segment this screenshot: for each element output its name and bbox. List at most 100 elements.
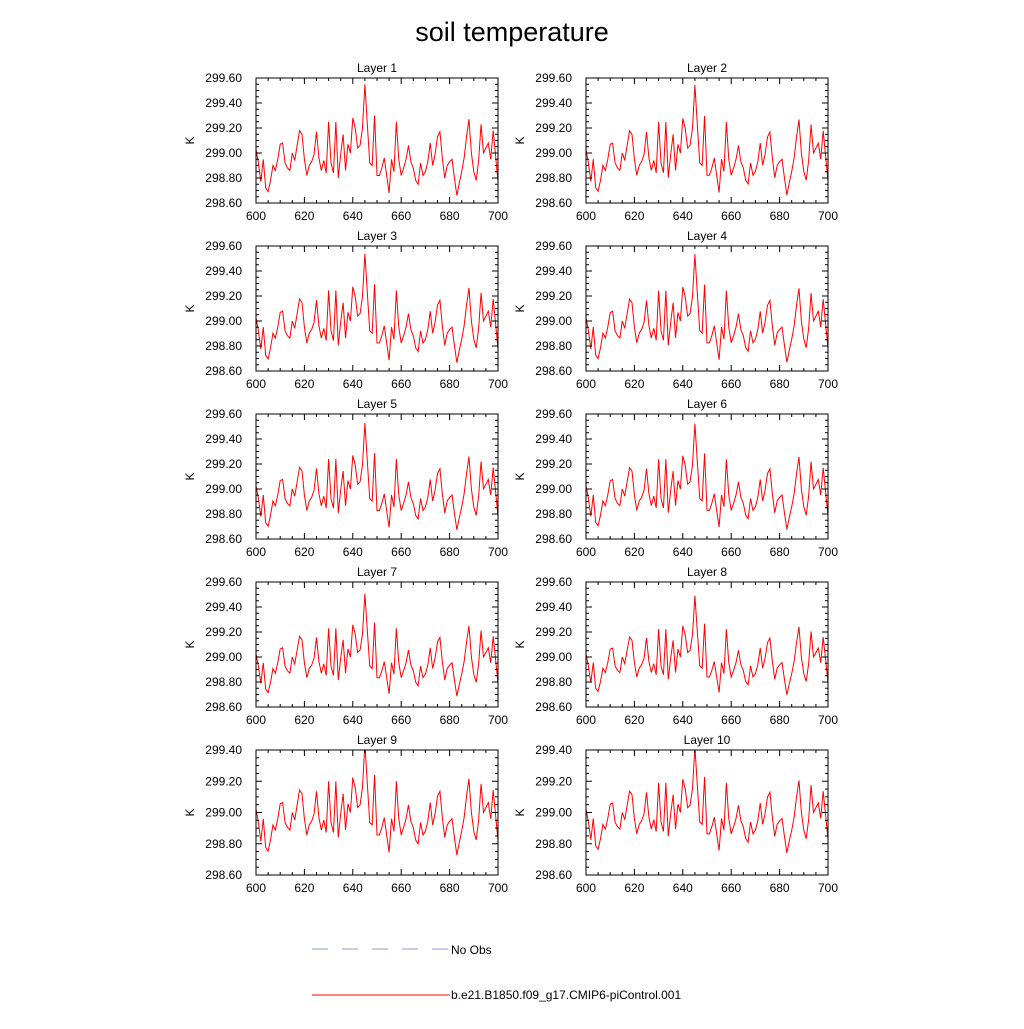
y-tick-label: 299.00 bbox=[205, 314, 242, 328]
x-tick-label: 600 bbox=[246, 377, 266, 391]
x-tick-label: 620 bbox=[294, 377, 314, 391]
x-tick-label: 700 bbox=[818, 545, 838, 559]
x-tick-label: 640 bbox=[343, 545, 363, 559]
series-line bbox=[586, 84, 828, 196]
panel-7: Layer 7 600 620 640 660 680 700 298.60 298.80 299… bbox=[183, 565, 508, 727]
x-tick-label: 660 bbox=[721, 377, 741, 391]
y-tick-label: 298.60 bbox=[535, 364, 572, 378]
panel-title: Layer 5 bbox=[357, 397, 397, 411]
panel-8: Layer 8 600 620 640 660 680 700 298.60 298.80 299… bbox=[513, 565, 838, 727]
x-tick-label: 680 bbox=[440, 209, 460, 223]
x-tick-label: 600 bbox=[246, 209, 266, 223]
panel-title: Layer 3 bbox=[357, 229, 397, 243]
x-tick-label: 640 bbox=[673, 713, 693, 727]
y-tick-label: 298.60 bbox=[205, 364, 242, 378]
panel-title: Layer 8 bbox=[687, 565, 727, 579]
x-tick-label: 700 bbox=[488, 209, 508, 223]
y-tick-label: 299.20 bbox=[535, 121, 572, 135]
x-tick-label: 660 bbox=[721, 545, 741, 559]
x-tick-label: 680 bbox=[440, 377, 460, 391]
x-tick-label: 600 bbox=[576, 377, 596, 391]
y-axis-label: K bbox=[183, 472, 197, 480]
series-line bbox=[256, 84, 498, 196]
y-tick-label: 299.40 bbox=[205, 96, 242, 110]
x-tick-label: 680 bbox=[770, 209, 790, 223]
x-tick-label: 620 bbox=[294, 713, 314, 727]
y-tick-label: 298.80 bbox=[205, 507, 242, 521]
x-tick-label: 700 bbox=[818, 209, 838, 223]
y-tick-label: 298.80 bbox=[535, 675, 572, 689]
x-tick-label: 660 bbox=[391, 209, 411, 223]
y-tick-label: 299.20 bbox=[205, 121, 242, 135]
y-axis-label: K bbox=[183, 304, 197, 312]
x-tick-label: 600 bbox=[246, 713, 266, 727]
y-tick-label: 299.60 bbox=[535, 239, 572, 253]
series-line bbox=[586, 423, 828, 530]
y-tick-label: 299.20 bbox=[535, 457, 572, 471]
series-line bbox=[586, 750, 828, 853]
x-tick-label: 620 bbox=[294, 209, 314, 223]
plot-frame bbox=[255, 245, 499, 372]
x-tick-label: 600 bbox=[576, 545, 596, 559]
y-tick-label: 299.00 bbox=[535, 146, 572, 160]
y-tick-label: 299.40 bbox=[205, 743, 242, 757]
series-line bbox=[256, 750, 498, 856]
y-tick-label: 299.40 bbox=[535, 264, 572, 278]
y-axis-label: K bbox=[513, 472, 527, 480]
x-tick-label: 640 bbox=[673, 881, 693, 895]
y-axis-label: K bbox=[183, 808, 197, 816]
y-tick-label: 298.60 bbox=[535, 196, 572, 210]
x-tick-label: 660 bbox=[721, 209, 741, 223]
x-tick-label: 660 bbox=[391, 881, 411, 895]
x-tick-label: 620 bbox=[294, 881, 314, 895]
panel-3: Layer 3 600 620 640 660 680 700 298.60 298.80 299… bbox=[183, 229, 508, 391]
plot-frame bbox=[585, 581, 829, 708]
series-line bbox=[256, 593, 498, 697]
y-tick-label: 299.60 bbox=[535, 71, 572, 85]
y-tick-label: 298.80 bbox=[535, 339, 572, 353]
x-tick-label: 680 bbox=[440, 545, 460, 559]
x-tick-label: 620 bbox=[624, 377, 644, 391]
y-tick-label: 299.00 bbox=[535, 806, 572, 820]
y-tick-label: 299.00 bbox=[535, 482, 572, 496]
plot-frame bbox=[255, 413, 499, 540]
x-tick-label: 700 bbox=[488, 713, 508, 727]
x-tick-label: 680 bbox=[440, 713, 460, 727]
plot-frame bbox=[585, 77, 829, 204]
y-tick-label: 298.80 bbox=[535, 837, 572, 851]
x-tick-label: 700 bbox=[818, 881, 838, 895]
x-tick-label: 700 bbox=[818, 713, 838, 727]
x-tick-label: 680 bbox=[770, 377, 790, 391]
x-tick-label: 660 bbox=[721, 713, 741, 727]
x-tick-label: 640 bbox=[343, 377, 363, 391]
series-line bbox=[586, 254, 828, 363]
y-tick-label: 299.20 bbox=[535, 289, 572, 303]
y-tick-label: 299.00 bbox=[535, 314, 572, 328]
x-tick-label: 600 bbox=[576, 209, 596, 223]
panel-6: Layer 6 600 620 640 660 680 700 298.60 298.80 299… bbox=[513, 397, 838, 559]
y-tick-label: 298.60 bbox=[535, 532, 572, 546]
y-tick-label: 298.60 bbox=[535, 700, 572, 714]
plot-frame bbox=[255, 581, 499, 708]
y-tick-label: 299.00 bbox=[535, 650, 572, 664]
x-tick-label: 700 bbox=[818, 377, 838, 391]
x-tick-label: 640 bbox=[673, 209, 693, 223]
x-tick-label: 700 bbox=[488, 881, 508, 895]
y-tick-label: 299.40 bbox=[535, 96, 572, 110]
x-tick-label: 640 bbox=[673, 377, 693, 391]
y-tick-label: 298.80 bbox=[205, 837, 242, 851]
y-tick-label: 298.80 bbox=[535, 171, 572, 185]
panel-title: Layer 9 bbox=[357, 733, 397, 747]
series-line bbox=[256, 253, 498, 363]
plot-frame bbox=[255, 77, 499, 204]
y-axis-label: K bbox=[513, 808, 527, 816]
panel-10: Layer 10 600 620 640 660 680 700 298.60 298.80 29… bbox=[513, 733, 838, 895]
y-tick-label: 299.60 bbox=[205, 575, 242, 589]
y-tick-label: 299.00 bbox=[205, 482, 242, 496]
y-tick-label: 298.60 bbox=[205, 532, 242, 546]
legend-label-model: b.e21.B1850.f09_g17.CMIP6-piControl.001 bbox=[451, 988, 681, 1002]
x-tick-label: 620 bbox=[624, 545, 644, 559]
x-tick-label: 620 bbox=[624, 881, 644, 895]
y-tick-label: 299.60 bbox=[205, 71, 242, 85]
